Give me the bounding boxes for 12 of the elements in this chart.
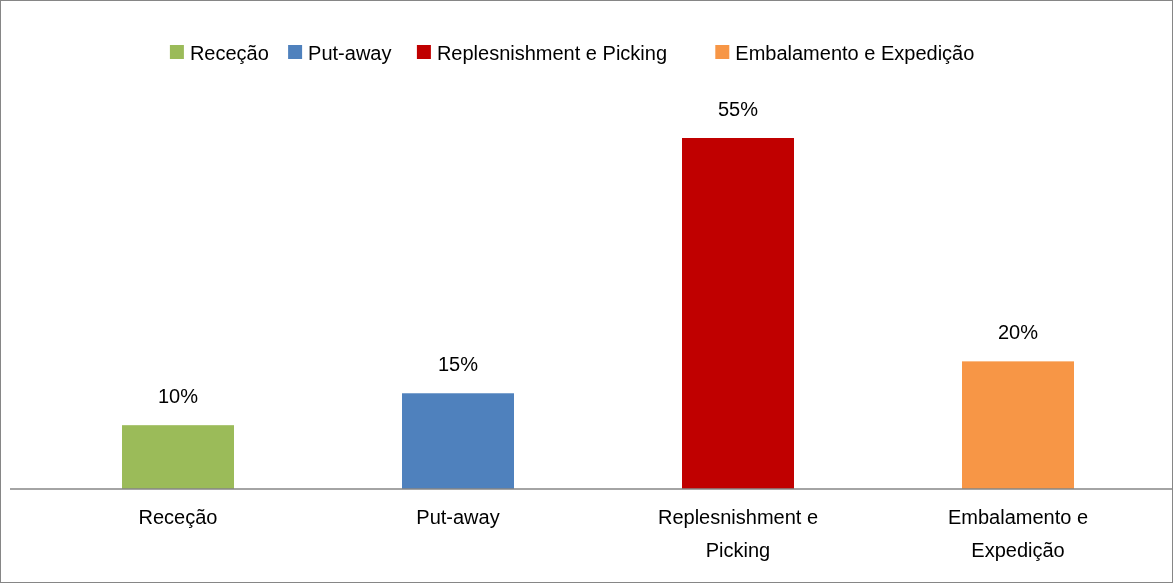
data-label: 55% xyxy=(717,98,759,120)
legend-label: Put-away xyxy=(308,42,392,64)
x-tick-label: Embalamento e Expedição xyxy=(947,506,1089,561)
legend-label: Embalamento e Expedição xyxy=(735,42,975,64)
data-label: 20% xyxy=(997,321,1039,344)
legend-label: Receção xyxy=(189,42,269,64)
x-tick-label: Put-away xyxy=(416,506,500,528)
x-tick-label: Replesnishment e Picking xyxy=(657,506,819,561)
data-label: 10% xyxy=(157,385,199,408)
legend-label: Replesnishment e Picking xyxy=(436,42,668,64)
x-tick-label: Receção xyxy=(138,506,218,528)
data-label: 15% xyxy=(437,353,479,376)
